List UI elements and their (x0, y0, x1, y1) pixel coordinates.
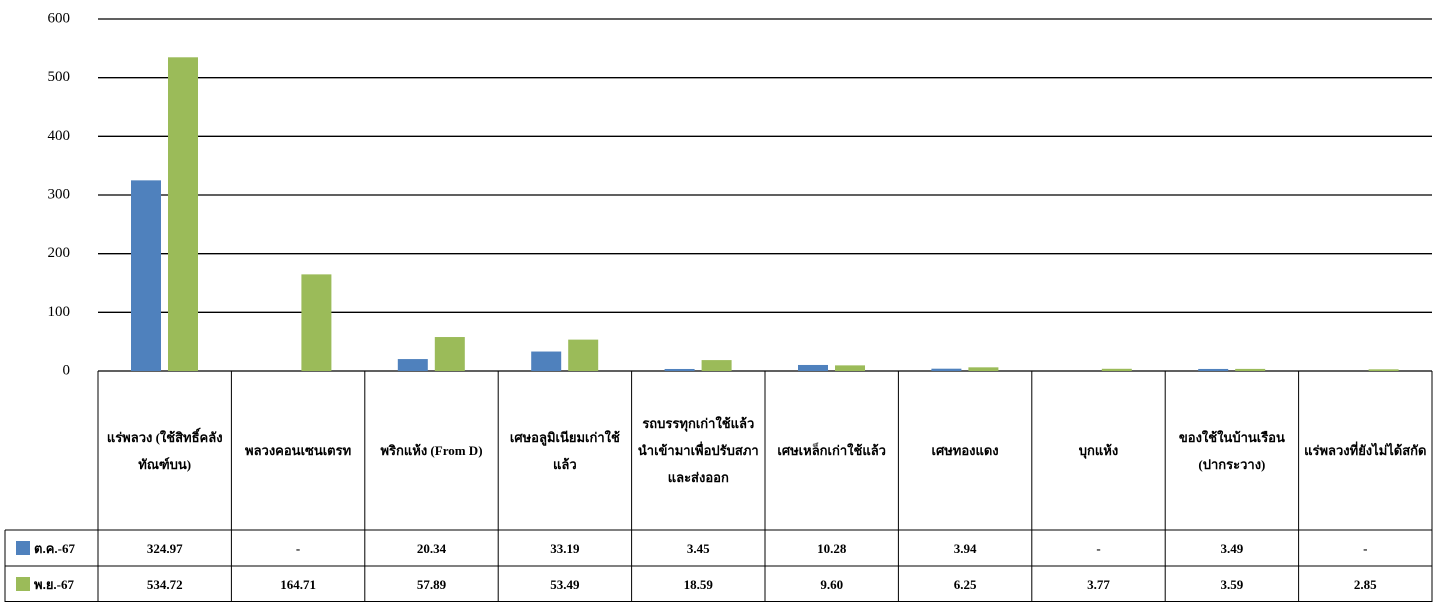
value-label: 10.28 (817, 540, 847, 556)
category-label: แร่พลวงที่ยังไม่ได้สกัด (1304, 443, 1427, 458)
value-label: 3.49 (1220, 540, 1244, 556)
value-label: 33.19 (550, 540, 580, 556)
legend-label: พ.ย.-67 (34, 576, 75, 592)
category-label: ของใช้ในบ้านเรือน (ปากระวาง) (1178, 429, 1285, 472)
value-label: - (295, 540, 301, 556)
category-label: แร่พลวง (ใช้สิทธิ์คลังทัณฑ์บน) (106, 429, 223, 472)
legend-label: ต.ค.-67 (34, 540, 75, 556)
category-label: เศษทองแดง (931, 443, 999, 458)
legend-key (16, 541, 30, 555)
y-tick-label: 500 (48, 69, 71, 85)
y-tick-label: 0 (63, 362, 71, 378)
bar (664, 368, 695, 371)
bar (131, 180, 161, 371)
value-label: 534.72 (146, 576, 183, 592)
bar (968, 367, 999, 371)
bar (434, 337, 465, 371)
value-label: 9.60 (820, 576, 844, 592)
bar (1198, 368, 1229, 371)
bar (798, 364, 828, 371)
bar (1235, 368, 1266, 371)
value-label: 20.34 (416, 540, 447, 556)
category-label: พลวงคอนเซนเตรท (245, 443, 352, 458)
y-tick-label: 600 (48, 10, 71, 26)
value-label: 324.97 (146, 540, 183, 556)
bar (397, 359, 428, 371)
value-label: 57.89 (416, 576, 447, 592)
value-label: 3.59 (1220, 576, 1244, 592)
y-tick-label: 400 (48, 128, 71, 144)
value-label: - (1363, 540, 1368, 556)
bar (531, 351, 562, 371)
bar (301, 274, 332, 371)
value-label: - (1096, 540, 1101, 556)
category-label: เศษอลูมิเนียมเก่าใช้แล้ว (509, 429, 620, 472)
value-label: 53.49 (550, 576, 580, 592)
category-label: บุกแห้ง (1078, 443, 1119, 458)
value-label: 18.59 (683, 576, 713, 592)
y-tick-label: 300 (48, 186, 71, 202)
category-label: เศษเหล็กเก่าใช้แล้ว (777, 443, 886, 458)
bar (1101, 368, 1132, 371)
value-label: 164.71 (280, 576, 316, 592)
legend-key (16, 577, 30, 591)
bar (701, 360, 732, 371)
category-label: พริกแห้ง (From D) (380, 443, 483, 458)
value-label: 2.85 (1353, 576, 1377, 592)
category-label: รถบรรทุกเก่าใช้แล้วนำเข้ามาเพื่อปรับสภาแ… (637, 416, 759, 485)
bar (168, 57, 198, 371)
bar (568, 339, 599, 371)
value-label: 6.25 (953, 576, 977, 592)
value-label: 3.77 (1087, 576, 1110, 592)
bar (835, 365, 865, 371)
y-tick-label: 200 (48, 245, 71, 261)
y-tick-label: 100 (48, 304, 71, 320)
value-label: 3.45 (686, 540, 710, 556)
value-label: 3.94 (953, 540, 977, 556)
bar (1368, 369, 1399, 371)
bar (931, 368, 962, 371)
